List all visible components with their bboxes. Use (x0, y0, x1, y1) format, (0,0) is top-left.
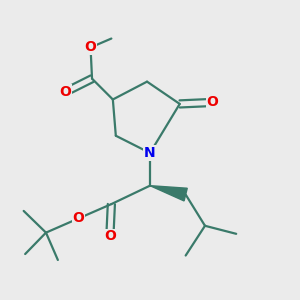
Text: O: O (59, 85, 71, 99)
Text: O: O (73, 212, 85, 225)
Text: O: O (85, 40, 97, 55)
Polygon shape (150, 186, 187, 201)
Text: O: O (104, 229, 116, 243)
Text: O: O (206, 95, 218, 110)
Text: N: N (144, 146, 156, 160)
